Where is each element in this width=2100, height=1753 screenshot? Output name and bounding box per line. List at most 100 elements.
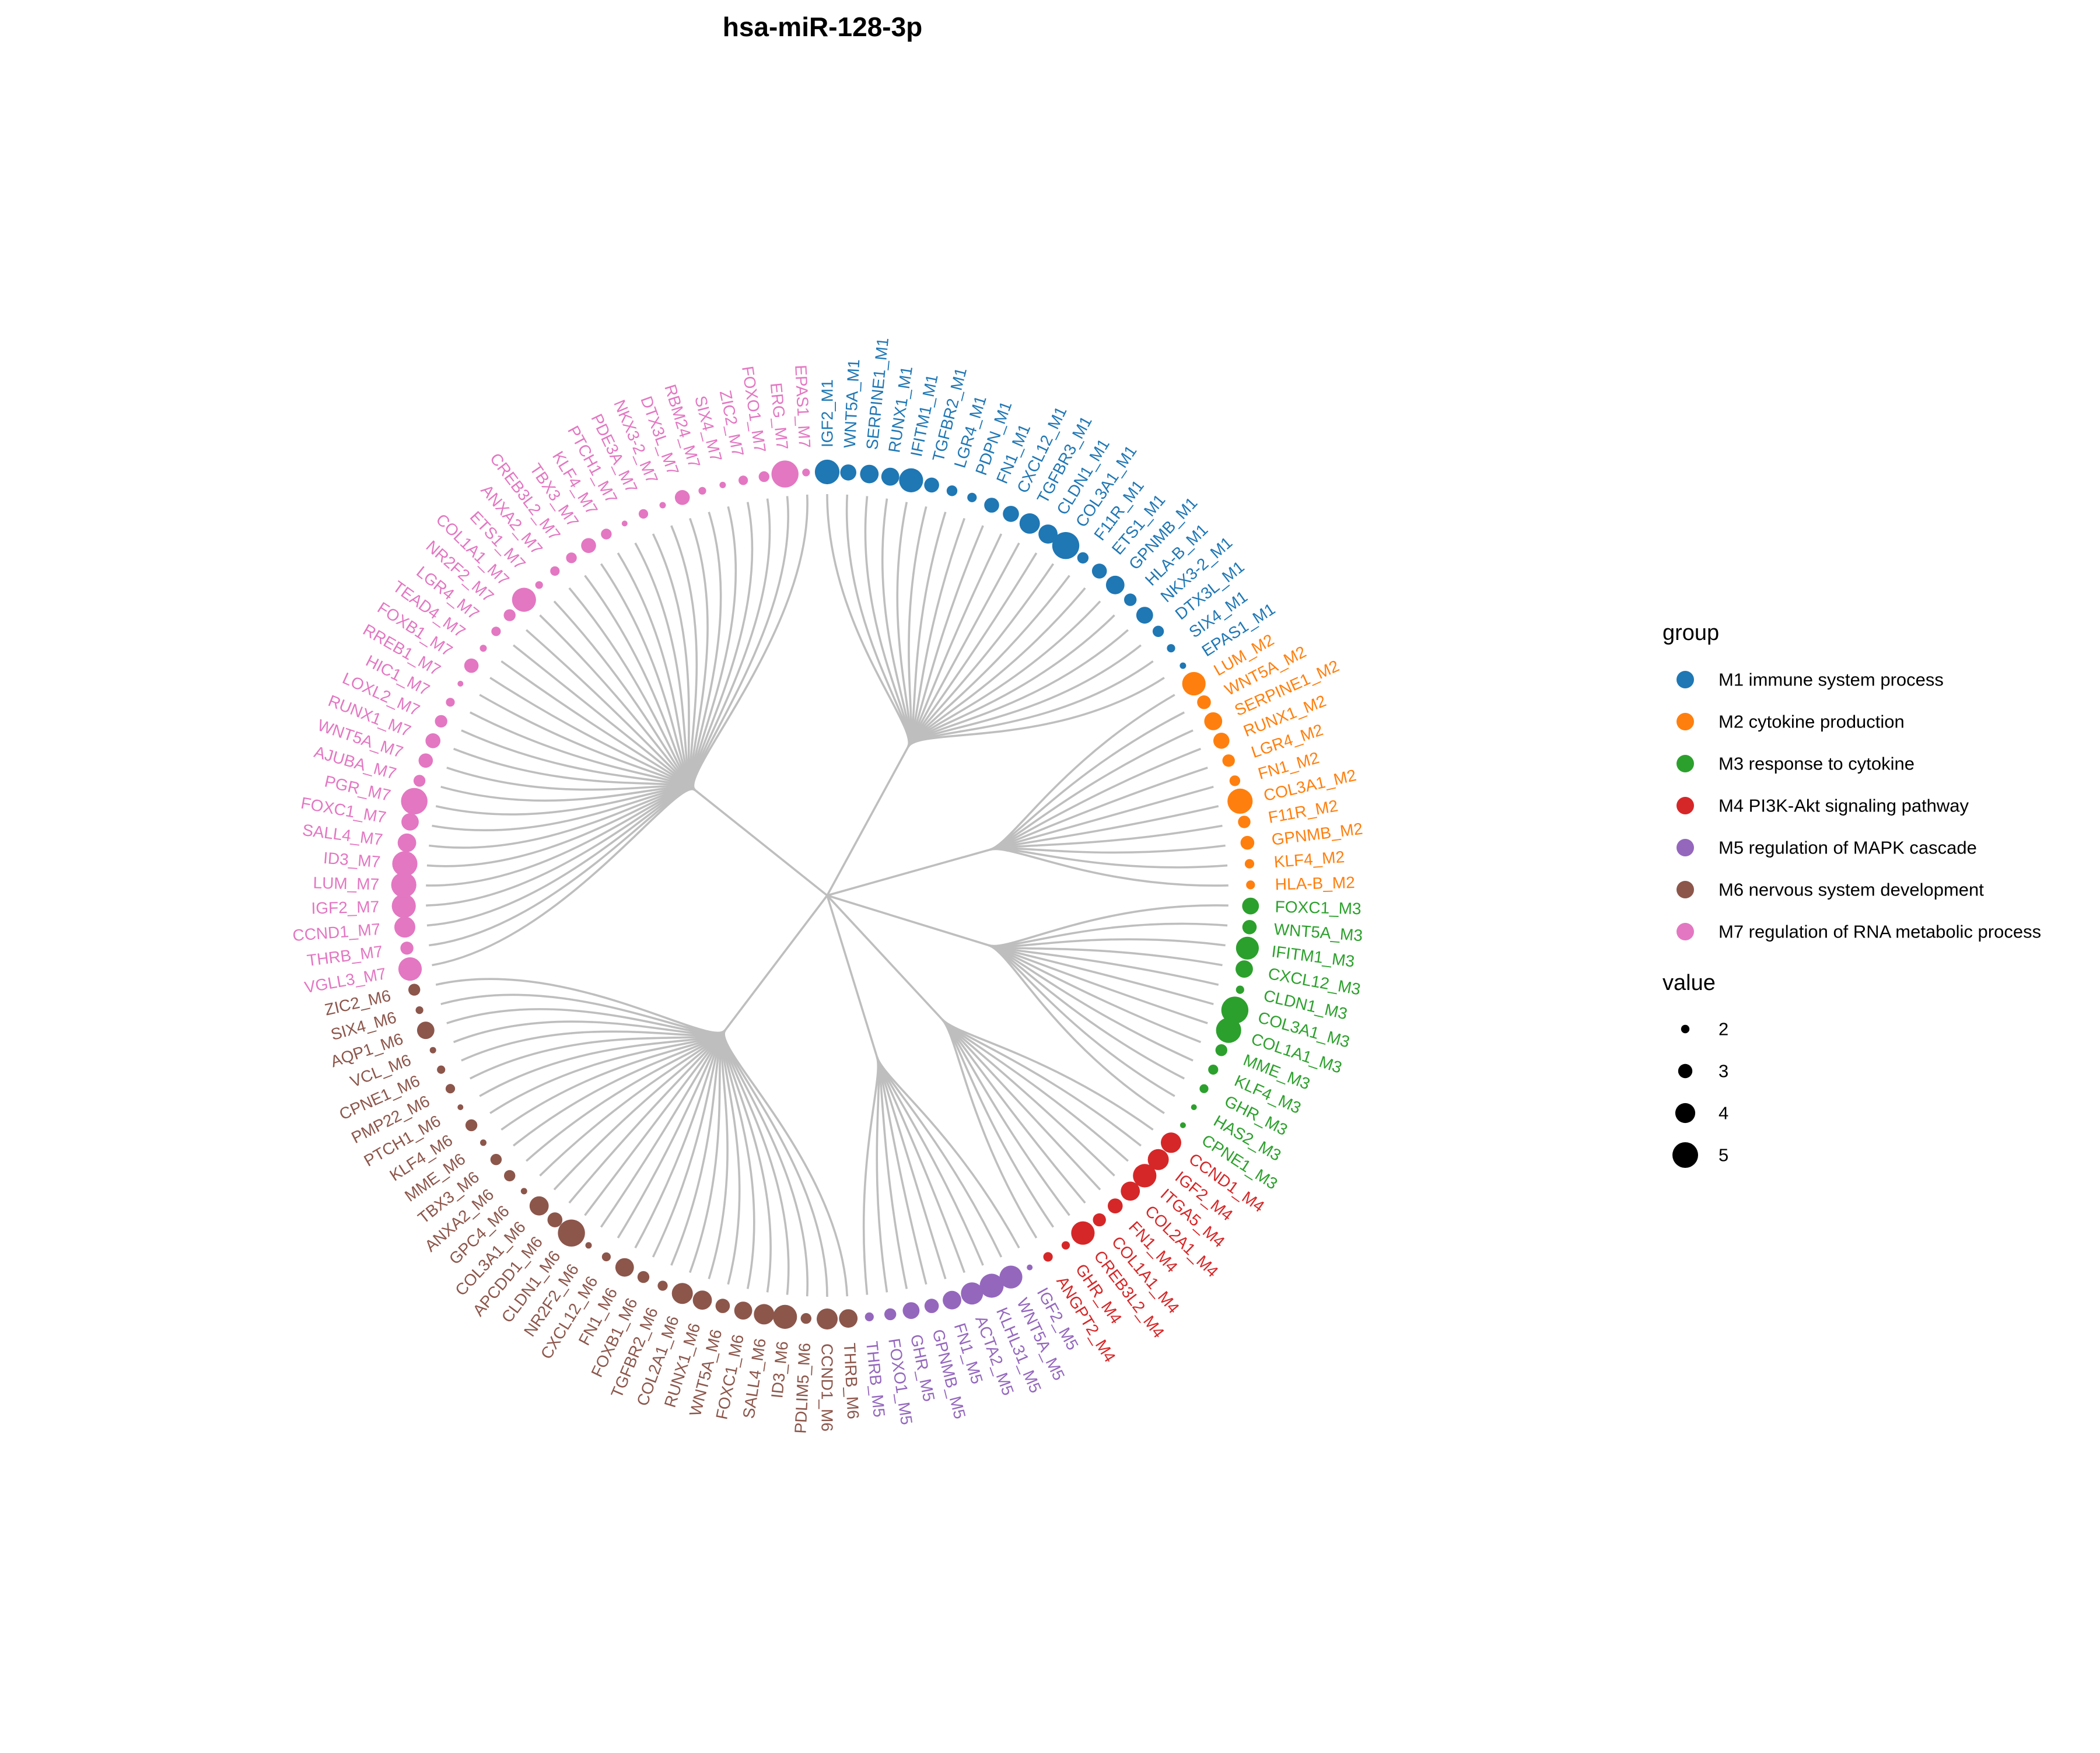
label-hla-b_m2: HLA-B_M2 [1275, 873, 1355, 893]
point-thrb_m7 [400, 942, 414, 955]
point-sall4_m6 [754, 1304, 775, 1325]
point-ptch1_m6 [457, 1104, 464, 1110]
point-foxb1_m6 [637, 1271, 650, 1283]
point-zic2_m7 [738, 475, 748, 485]
point-wnt5a_m2 [1197, 695, 1211, 709]
point-igf2_m5 [1027, 1264, 1033, 1271]
legend-size-2 [1681, 1024, 1690, 1034]
point-six4_m1 [1167, 644, 1175, 653]
branch-pde3a_m7 [652, 533, 696, 791]
point-lum_m2 [1182, 671, 1206, 696]
branch-col3a1_m6 [553, 1030, 726, 1191]
point-klhl31_m5 [979, 1273, 1004, 1298]
label-erg_m7: ERG_M7 [767, 382, 792, 451]
label-thrb_m7: THRB_M7 [306, 942, 384, 970]
branch-ets1_m1 [907, 587, 1086, 748]
point-cxcl12_m3 [1236, 960, 1253, 978]
branch-hla-b_m1 [907, 614, 1115, 748]
dendrogram-branches [426, 494, 1228, 1297]
point-erg_m7 [771, 460, 799, 488]
branch-ghr_m3 [988, 944, 1185, 1080]
branch-root-m1 [826, 746, 909, 896]
point-tbx3_m6 [490, 1154, 502, 1166]
point-fn1_m6 [615, 1258, 634, 1277]
point-vgll3_m7 [398, 957, 422, 981]
branch-wnt5a_m1 [845, 494, 911, 748]
point-thrb_m6 [839, 1309, 858, 1328]
point-has2_m3 [1191, 1104, 1197, 1110]
point-ghr_m4 [1061, 1241, 1070, 1250]
point-apcdd1_m6 [547, 1212, 563, 1227]
label-wnt5a_m3: WNT5A_M3 [1273, 920, 1363, 944]
point-ifitm1_m1 [899, 468, 923, 493]
point-fn1_m4 [1108, 1198, 1123, 1213]
point-ghr_m3 [1199, 1084, 1209, 1093]
point-f11r_m1 [1077, 552, 1089, 564]
point-lgr4_m2 [1222, 754, 1235, 767]
legend-size-label-2: 2 [1718, 1019, 1728, 1040]
branch-lgr4_m7 [512, 644, 696, 791]
branch-gpnmb_m5 [876, 1056, 928, 1285]
point-fn1_m5 [943, 1290, 961, 1310]
chart-title: hsa-miR-128-3p [723, 12, 923, 42]
legend-key-m1 [1676, 671, 1694, 688]
point-pmp22_m6 [445, 1084, 456, 1094]
point-igf2_m1 [814, 459, 840, 485]
branch-cldn1_m6 [584, 1030, 726, 1216]
point-tead4_m7 [480, 645, 487, 652]
legend-size-3 [1678, 1063, 1693, 1079]
legend-label-m6: M6 nervous system development [1718, 880, 1984, 900]
point-rreb1_m7 [457, 681, 464, 687]
branch-igf2_m5 [876, 1056, 1020, 1249]
legend-key-m7 [1676, 923, 1694, 940]
branch-epas1_m7 [692, 494, 808, 791]
point-hic1_m7 [446, 698, 455, 707]
legend-size-label-4: 4 [1718, 1103, 1728, 1124]
point-pde3a_m7 [638, 509, 649, 519]
point-fn1_m1 [984, 498, 999, 513]
point-cxcl12_m6 [601, 1252, 611, 1262]
label-thrb_m5: THRB_M5 [863, 1341, 888, 1418]
point-klf4_m3 [1208, 1065, 1219, 1075]
point-id3_m7 [392, 851, 418, 877]
point-col3a1_m6 [529, 1196, 549, 1216]
legend-value-title: value [1662, 971, 1716, 995]
legend-size-5 [1672, 1142, 1698, 1168]
point-ajuba_m7 [413, 775, 426, 787]
point-ets1_m7 [535, 581, 543, 589]
branch-zic2_m6 [435, 978, 726, 1034]
point-zic2_m6 [408, 984, 421, 996]
point-ghr_m5 [902, 1302, 920, 1320]
point-gpnmb_m5 [924, 1299, 939, 1313]
point-runx1_m6 [692, 1290, 712, 1310]
legend-key-m6 [1676, 881, 1694, 898]
branch-zic2_m7 [691, 502, 754, 791]
point-itga5_m4 [1133, 1164, 1157, 1188]
label-igf2_m1: IGF2_M1 [818, 379, 836, 447]
branch-mme_m6 [501, 1030, 726, 1131]
label-foxc1_m3: FOXC1_M3 [1275, 898, 1362, 918]
point-foxo1_m7 [758, 471, 770, 482]
point-nkx3-2_m7 [659, 502, 666, 509]
branch-sall4_m6 [722, 1030, 772, 1293]
legend-label-m2: M2 cytokine production [1718, 712, 1905, 732]
point-serpine1_m2 [1204, 712, 1223, 730]
point-gpnmb_m1 [1105, 575, 1125, 594]
point-thrb_m5 [864, 1312, 874, 1321]
branch-foxb1_m6 [652, 1030, 726, 1258]
branch-cpne1_m3 [988, 944, 1165, 1114]
point-wnt5a_m7 [418, 753, 433, 768]
point-pdlim5_m6 [800, 1313, 812, 1324]
point-lgr4_m1 [946, 485, 958, 496]
point-tgfbr3_m1 [1019, 513, 1040, 534]
point-col3a1_m1 [1052, 532, 1080, 559]
point-epas1_m1 [1180, 662, 1186, 669]
point-wnt5a_m5 [999, 1265, 1023, 1289]
point-wnt5a_m6 [715, 1299, 730, 1313]
branch-ghr_m4 [941, 1019, 1055, 1228]
point-igf2_m4 [1147, 1149, 1169, 1170]
branch-root-m2 [827, 848, 991, 897]
point-six4_m7 [719, 481, 726, 488]
point-lgr4_m7 [491, 627, 501, 636]
label-igf2_m7: IGF2_M7 [311, 898, 379, 918]
